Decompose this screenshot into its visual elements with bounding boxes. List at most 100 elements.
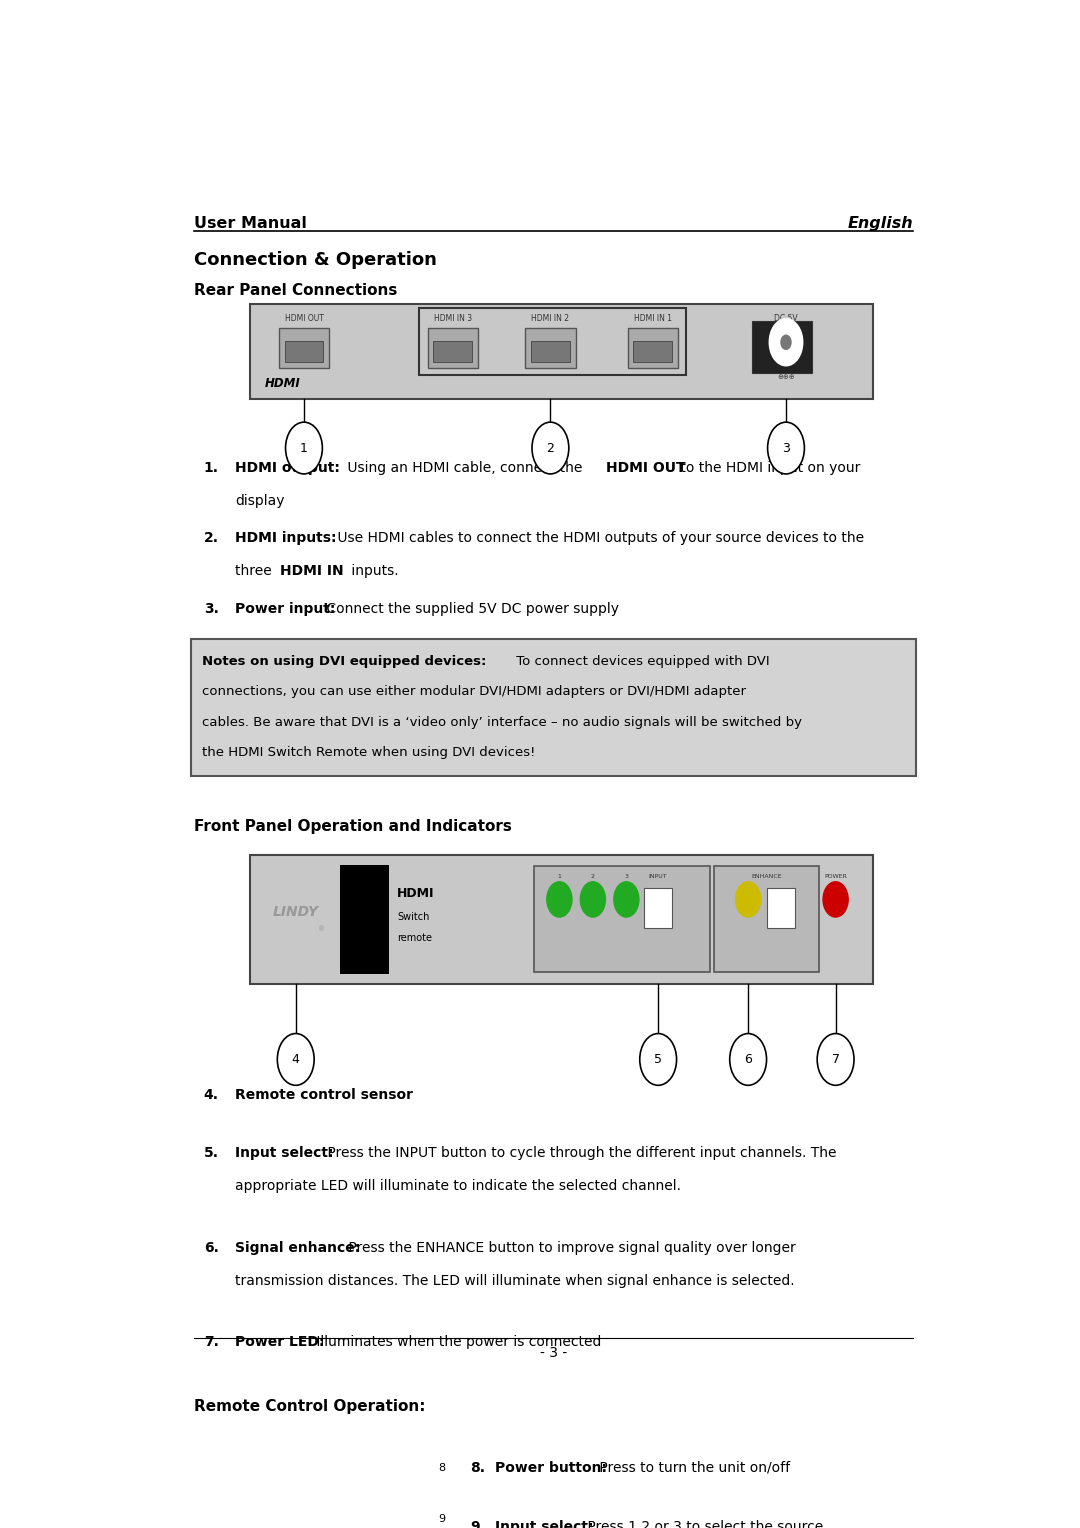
- Text: HDMI: HDMI: [397, 888, 434, 900]
- Circle shape: [532, 422, 569, 474]
- FancyBboxPatch shape: [286, 1499, 323, 1528]
- Text: 1.: 1.: [204, 460, 218, 475]
- Text: POWER: POWER: [824, 874, 847, 879]
- Text: the HDMI Switch Remote when using DVI devices!: the HDMI Switch Remote when using DVI de…: [202, 747, 536, 759]
- FancyBboxPatch shape: [247, 1499, 284, 1528]
- Text: Illuminates when the power is connected: Illuminates when the power is connected: [312, 1335, 602, 1349]
- Text: Press to turn the unit on/off: Press to turn the unit on/off: [595, 1461, 791, 1475]
- FancyBboxPatch shape: [767, 888, 795, 927]
- FancyBboxPatch shape: [249, 854, 873, 984]
- Circle shape: [423, 1442, 460, 1493]
- Text: Switch: Switch: [397, 912, 430, 921]
- Text: 2.: 2.: [204, 532, 218, 545]
- FancyBboxPatch shape: [340, 865, 389, 973]
- Text: Power button:: Power button:: [495, 1461, 607, 1475]
- Text: 8.: 8.: [470, 1461, 485, 1475]
- Text: INPUT: INPUT: [649, 874, 667, 879]
- Text: Using an HDMI cable, connect the: Using an HDMI cable, connect the: [342, 460, 586, 475]
- Text: Signal enhance:: Signal enhance:: [235, 1241, 361, 1254]
- Text: Rear Panel Connections: Rear Panel Connections: [193, 284, 397, 298]
- Text: Connection & Operation: Connection & Operation: [193, 251, 436, 269]
- Text: 3: 3: [782, 442, 789, 454]
- Circle shape: [546, 882, 572, 917]
- Circle shape: [639, 1033, 676, 1085]
- Text: HDMI IN 1: HDMI IN 1: [634, 315, 672, 324]
- FancyBboxPatch shape: [714, 866, 819, 972]
- Text: remote: remote: [397, 934, 432, 943]
- FancyBboxPatch shape: [428, 329, 477, 368]
- Text: inputs.: inputs.: [347, 564, 399, 578]
- Text: ENHANCE: ENHANCE: [752, 874, 782, 879]
- Text: Input select:: Input select:: [235, 1146, 334, 1160]
- FancyBboxPatch shape: [249, 304, 873, 399]
- Text: HDMI IN 2: HDMI IN 2: [531, 315, 569, 324]
- Text: 5: 5: [654, 1053, 662, 1067]
- Text: three: three: [235, 564, 276, 578]
- FancyBboxPatch shape: [191, 639, 916, 776]
- Text: HDMI IN 3: HDMI IN 3: [434, 315, 472, 324]
- Text: 1: 1: [224, 1514, 229, 1525]
- Text: appropriate LED will illuminate to indicate the selected channel.: appropriate LED will illuminate to indic…: [235, 1180, 681, 1193]
- Text: DC 5V: DC 5V: [774, 315, 798, 324]
- Text: to the HDMI input on your: to the HDMI input on your: [676, 460, 860, 475]
- Text: 8: 8: [438, 1462, 446, 1473]
- Text: 6: 6: [744, 1053, 752, 1067]
- FancyBboxPatch shape: [207, 1499, 245, 1528]
- Text: cables. Be aware that DVI is a ‘video only’ interface – no audio signals will be: cables. Be aware that DVI is a ‘video on…: [202, 717, 802, 729]
- Text: display: display: [235, 494, 285, 507]
- Text: Use HDMI cables to connect the HDMI outputs of your source devices to the: Use HDMI cables to connect the HDMI outp…: [333, 532, 864, 545]
- Text: Input select:: Input select:: [495, 1519, 593, 1528]
- Text: Connect the supplied 5V DC power supply: Connect the supplied 5V DC power supply: [322, 602, 619, 616]
- Text: HDMI inputs:: HDMI inputs:: [235, 532, 337, 545]
- FancyBboxPatch shape: [752, 321, 812, 373]
- FancyBboxPatch shape: [433, 341, 472, 362]
- FancyBboxPatch shape: [531, 341, 569, 362]
- Circle shape: [278, 1033, 314, 1085]
- Circle shape: [613, 882, 639, 917]
- Text: transmission distances. The LED will illuminate when signal enhance is selected.: transmission distances. The LED will ill…: [235, 1273, 795, 1288]
- Text: 2: 2: [546, 442, 554, 454]
- Circle shape: [423, 1493, 460, 1528]
- Text: English: English: [848, 215, 914, 231]
- FancyBboxPatch shape: [184, 1415, 383, 1528]
- Text: - 3 -: - 3 -: [540, 1346, 567, 1360]
- Text: 9: 9: [438, 1514, 446, 1525]
- Circle shape: [818, 1033, 854, 1085]
- Circle shape: [730, 1033, 767, 1085]
- Text: 1: 1: [557, 874, 562, 879]
- FancyBboxPatch shape: [525, 329, 576, 368]
- FancyBboxPatch shape: [644, 888, 673, 927]
- Text: 2: 2: [591, 874, 595, 879]
- Text: 4: 4: [292, 1053, 299, 1067]
- Circle shape: [274, 1455, 293, 1481]
- Text: HDMI IN: HDMI IN: [280, 564, 343, 578]
- Text: Remote Control Operation:: Remote Control Operation:: [193, 1400, 426, 1415]
- Text: Press the INPUT button to cycle through the different input channels. The: Press the INPUT button to cycle through …: [323, 1146, 837, 1160]
- Text: Front Panel Operation and Indicators: Front Panel Operation and Indicators: [193, 819, 512, 834]
- Text: connections, you can use either modular DVI/HDMI adapters or DVI/HDMI adapter: connections, you can use either modular …: [202, 685, 746, 698]
- Text: To connect devices equipped with DVI: To connect devices equipped with DVI: [512, 654, 769, 668]
- Text: HDMI OUT: HDMI OUT: [284, 315, 323, 324]
- Text: Press 1,2 or 3 to select the source: Press 1,2 or 3 to select the source: [583, 1519, 823, 1528]
- Text: 1: 1: [300, 442, 308, 454]
- Text: HDMI OUT: HDMI OUT: [606, 460, 686, 475]
- Text: 7.: 7.: [204, 1335, 218, 1349]
- Text: 6.: 6.: [204, 1241, 218, 1254]
- Text: Power input:: Power input:: [235, 602, 336, 616]
- Text: Power LED:: Power LED:: [235, 1335, 325, 1349]
- Circle shape: [768, 422, 805, 474]
- Text: HDMI output:: HDMI output:: [235, 460, 340, 475]
- Text: POWER: POWER: [272, 1445, 295, 1450]
- Text: 3: 3: [624, 874, 629, 879]
- FancyBboxPatch shape: [634, 341, 672, 362]
- Text: LINDY: LINDY: [273, 906, 319, 920]
- Text: Press the ENHANCE button to improve signal quality over longer: Press the ENHANCE button to improve sign…: [345, 1241, 796, 1254]
- Text: 5.: 5.: [204, 1146, 218, 1160]
- FancyBboxPatch shape: [285, 341, 323, 362]
- Circle shape: [823, 882, 848, 917]
- Text: Notes on using DVI equipped devices:: Notes on using DVI equipped devices:: [202, 654, 486, 668]
- Circle shape: [285, 422, 322, 474]
- FancyBboxPatch shape: [279, 329, 329, 368]
- Text: 3.: 3.: [204, 602, 218, 616]
- Circle shape: [781, 335, 791, 350]
